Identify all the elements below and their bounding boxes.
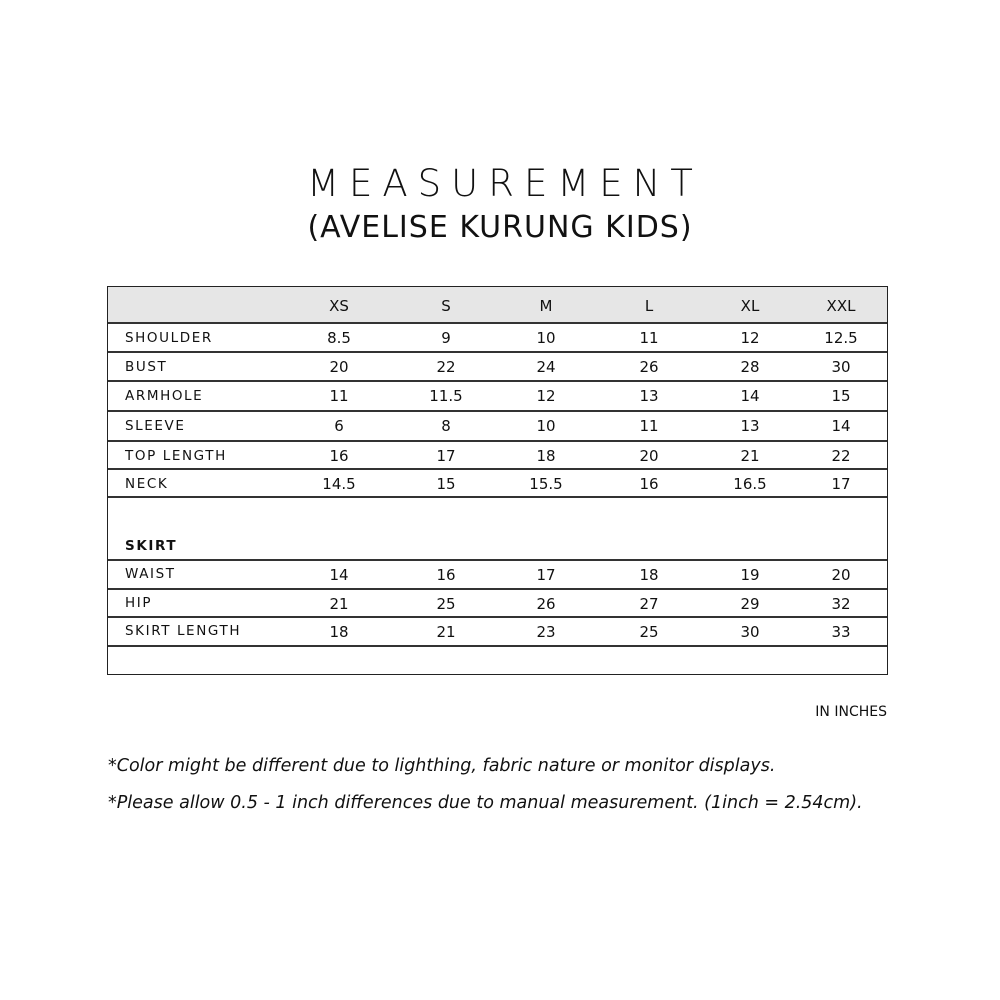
measurement-value: 20 bbox=[831, 566, 851, 584]
measurement-value: 11 bbox=[639, 417, 659, 435]
measurement-value: 32 bbox=[831, 595, 851, 613]
row-label: BUST bbox=[125, 359, 168, 375]
measurement-value: 14.5 bbox=[322, 475, 356, 493]
size-header: XL bbox=[740, 297, 760, 315]
measurement-value: 11 bbox=[329, 387, 349, 405]
measurement-value: 17 bbox=[831, 475, 851, 493]
measurement-value: 15.5 bbox=[529, 475, 563, 493]
size-header: XXL bbox=[826, 297, 856, 315]
measurement-value: 16 bbox=[436, 566, 456, 584]
measurement-value: 12 bbox=[740, 329, 760, 347]
measurement-value: 26 bbox=[639, 358, 659, 376]
measurement-value: 16.5 bbox=[733, 475, 767, 493]
size-chart-table: XS S M L XL XXL SHOULDER 8.5 9 10 11 12 12.5 BUST 20 22… bbox=[107, 286, 888, 675]
measurement-value: 12.5 bbox=[824, 329, 858, 347]
measurement-value: 10 bbox=[536, 417, 556, 435]
table-row: BUST 20 22 24 26 28 30 bbox=[108, 353, 887, 382]
measurement-value: 21 bbox=[740, 447, 760, 465]
measurement-value: 11.5 bbox=[429, 387, 463, 405]
row-label: NECK bbox=[125, 476, 169, 492]
size-header: S bbox=[441, 297, 451, 315]
note-allowance: *Please allow 0.5 - 1 inch differences d… bbox=[108, 793, 863, 813]
measurement-value: 20 bbox=[329, 358, 349, 376]
measurement-value: 10 bbox=[536, 329, 556, 347]
measurement-value: 17 bbox=[536, 566, 556, 584]
measurement-value: 29 bbox=[740, 595, 760, 613]
note-color: *Color might be different due to lighthi… bbox=[108, 756, 776, 776]
table-row: HIP 21 25 26 27 29 32 bbox=[108, 590, 887, 618]
page-subtitle: (AVELISE KURUNG KIDS) bbox=[307, 210, 693, 245]
section-row: SKIRT bbox=[108, 498, 887, 561]
row-label: WAIST bbox=[125, 566, 176, 582]
measurement-value: 33 bbox=[831, 623, 851, 641]
measurement-value: 13 bbox=[740, 417, 760, 435]
measurement-value: 9 bbox=[441, 329, 451, 347]
row-label: ARMHOLE bbox=[125, 388, 204, 404]
measurement-value: 15 bbox=[831, 387, 851, 405]
measurement-value: 6 bbox=[334, 417, 344, 435]
measurement-value: 18 bbox=[536, 447, 556, 465]
unit-label: IN INCHES bbox=[815, 704, 887, 720]
measurement-value: 27 bbox=[639, 595, 659, 613]
measurement-value: 25 bbox=[436, 595, 456, 613]
measurement-value: 30 bbox=[740, 623, 760, 641]
measurement-value: 23 bbox=[536, 623, 556, 641]
measurement-value: 18 bbox=[329, 623, 349, 641]
row-label: SKIRT LENGTH bbox=[125, 623, 242, 639]
page-title: MEASUREMENT bbox=[307, 162, 703, 205]
table-row: SKIRT LENGTH 18 21 23 25 30 33 bbox=[108, 618, 887, 647]
table-row: NECK 14.5 15 15.5 16 16.5 17 bbox=[108, 470, 887, 498]
measurement-value: 24 bbox=[536, 358, 556, 376]
measurement-value: 22 bbox=[436, 358, 456, 376]
section-label-skirt: SKIRT bbox=[125, 538, 178, 554]
measurement-value: 11 bbox=[639, 329, 659, 347]
row-label: SHOULDER bbox=[125, 330, 213, 346]
measurement-value: 28 bbox=[740, 358, 760, 376]
measurement-value: 25 bbox=[639, 623, 659, 641]
measurement-value: 21 bbox=[329, 595, 349, 613]
table-row: TOP LENGTH 16 17 18 20 21 22 bbox=[108, 442, 887, 470]
measurement-value: 26 bbox=[536, 595, 556, 613]
measurement-value: 14 bbox=[329, 566, 349, 584]
measurement-value: 17 bbox=[436, 447, 456, 465]
table-row: ARMHOLE 11 11.5 12 13 14 15 bbox=[108, 382, 887, 412]
measurement-value: 14 bbox=[740, 387, 760, 405]
measurement-value: 20 bbox=[639, 447, 659, 465]
table-row: WAIST 14 16 17 18 19 20 bbox=[108, 561, 887, 590]
size-header: XS bbox=[329, 297, 349, 315]
measurement-value: 13 bbox=[639, 387, 659, 405]
measurement-value: 18 bbox=[639, 566, 659, 584]
measurement-value: 8.5 bbox=[327, 329, 351, 347]
table-row: SLEEVE 6 8 10 11 13 14 bbox=[108, 412, 887, 442]
row-label: SLEEVE bbox=[125, 418, 186, 434]
row-label: TOP LENGTH bbox=[125, 448, 227, 464]
measurement-value: 21 bbox=[436, 623, 456, 641]
row-label: HIP bbox=[125, 595, 153, 611]
measurement-value: 19 bbox=[740, 566, 760, 584]
size-header: M bbox=[539, 297, 553, 315]
measurement-value: 12 bbox=[536, 387, 556, 405]
size-header: L bbox=[644, 297, 654, 315]
measurement-value: 14 bbox=[831, 417, 851, 435]
measurement-value: 8 bbox=[441, 417, 451, 435]
table-row: SHOULDER 8.5 9 10 11 12 12.5 bbox=[108, 324, 887, 353]
measurement-value: 16 bbox=[639, 475, 659, 493]
header-row: XS S M L XL XXL bbox=[108, 287, 887, 324]
empty-row bbox=[108, 647, 887, 674]
measurement-value: 22 bbox=[831, 447, 851, 465]
measurement-value: 15 bbox=[436, 475, 456, 493]
measurement-value: 16 bbox=[329, 447, 349, 465]
measurement-value: 30 bbox=[831, 358, 851, 376]
